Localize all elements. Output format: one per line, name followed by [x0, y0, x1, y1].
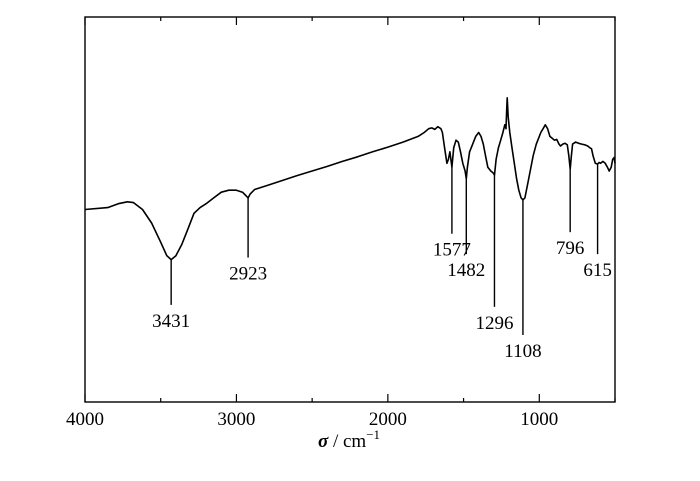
x-tick-label: 4000 [66, 409, 104, 430]
peak-label: 1577 [433, 240, 471, 261]
x-axis-ticks [84, 17, 616, 402]
x-axis-symbol: σ [318, 431, 329, 452]
x-axis-tick-labels: 4000 3000 2000 1000 [66, 409, 558, 430]
x-tick-label: 2000 [369, 409, 407, 430]
peak-label: 1108 [504, 341, 541, 362]
peak-label: 1482 [447, 260, 485, 281]
peak-label: 2923 [229, 264, 267, 285]
peak-label: 796 [556, 238, 585, 259]
x-axis-unit: / cm [328, 431, 366, 452]
peak-label: 1296 [475, 313, 513, 334]
x-axis-exponent: −1 [366, 427, 380, 442]
x-tick-label: 1000 [520, 409, 558, 430]
x-axis-title: σ / cm−1 [318, 427, 380, 452]
x-tick-label: 3000 [217, 409, 255, 430]
peak-label: 3431 [152, 311, 190, 332]
peak-label: 615 [583, 260, 612, 281]
series-line [84, 97, 616, 261]
